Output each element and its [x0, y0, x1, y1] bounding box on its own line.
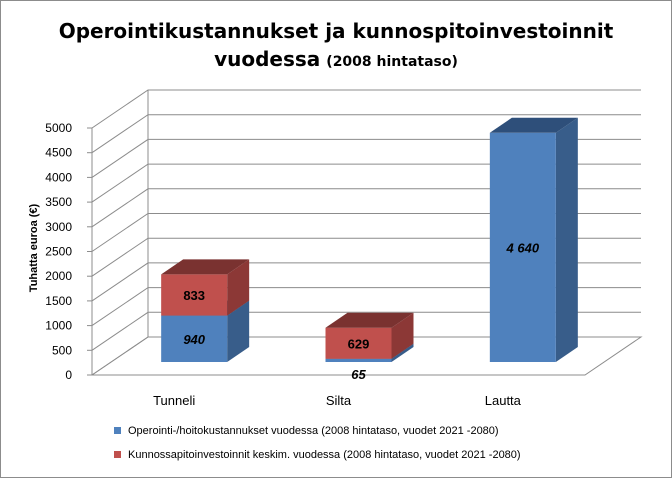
y-axis: 0 500 1000 1500 2000 2500 3000 3500 4000 4500 5000	[45, 121, 92, 382]
bar-side	[227, 259, 250, 316]
bar	[489, 132, 556, 362]
y-tick-label: 4500	[45, 146, 72, 160]
legend-label: Operointi-/hoitokustannukset vuodessa (2…	[128, 425, 499, 437]
y-axis-label: Tuhatta euroa (€)	[28, 203, 40, 292]
data-label: 4 640	[506, 240, 540, 255]
data-label: 940	[183, 332, 205, 347]
y-tick-label: 4000	[45, 170, 72, 184]
bars	[161, 117, 578, 362]
bar	[161, 274, 228, 316]
x-tick-label: Tunneli	[153, 393, 195, 408]
y-tick-label: 0	[65, 368, 72, 382]
legend-swatch	[114, 451, 121, 458]
gridline	[91, 237, 641, 277]
data-label: 833	[183, 288, 205, 303]
chart-title-line2: vuodessa (2008 hintataso)	[214, 47, 458, 71]
bar	[325, 327, 392, 359]
x-axis: Tunneli Silta Lautta	[153, 393, 522, 408]
y-tick-label: 1500	[45, 294, 72, 308]
data-label: 65	[351, 367, 366, 382]
gridline	[91, 114, 641, 154]
bar-side	[391, 312, 414, 359]
chart-title-suffix: (2008 hintataso)	[326, 54, 458, 70]
data-label: 629	[348, 336, 370, 351]
legend: Operointi-/hoitokustannukset vuodessa (2…	[114, 425, 521, 461]
gridline	[91, 311, 641, 351]
x-tick-label: Silta	[326, 393, 352, 408]
bar-side	[227, 300, 250, 362]
gridline	[91, 287, 641, 327]
gridline	[91, 138, 641, 178]
y-tick-label: 1000	[45, 319, 72, 333]
bar-side	[555, 117, 578, 362]
y-tick-label: 2000	[45, 269, 72, 283]
gridline	[91, 262, 641, 302]
chart-title-word: vuodessa	[214, 47, 320, 71]
y-tick-label: 500	[52, 343, 72, 357]
y-tick-label: 3000	[45, 220, 72, 234]
gridline	[91, 188, 641, 228]
y-tick-label: 2500	[45, 245, 72, 259]
gridline	[91, 336, 641, 376]
gridline	[91, 163, 641, 203]
legend-swatch	[114, 427, 121, 434]
gridline	[91, 89, 641, 129]
bar	[161, 315, 228, 362]
y-tick-label: 5000	[45, 121, 72, 135]
legend-label: Kunnossapitoinvestoinnit keskim. vuodess…	[128, 449, 521, 461]
bar	[325, 358, 392, 362]
bar-top	[161, 259, 250, 275]
bar-top	[325, 312, 414, 328]
bar-side	[391, 343, 414, 362]
chart-title: Operointikustannukset ja kunnospitoinves…	[59, 19, 614, 43]
bar-top	[489, 117, 578, 133]
data-labels: 940 833 65 629 4 640	[183, 240, 540, 382]
y-tick-label: 3500	[45, 195, 72, 209]
gridlines	[91, 89, 641, 376]
gridline	[91, 213, 641, 252]
x-tick-label: Lautta	[485, 393, 522, 408]
